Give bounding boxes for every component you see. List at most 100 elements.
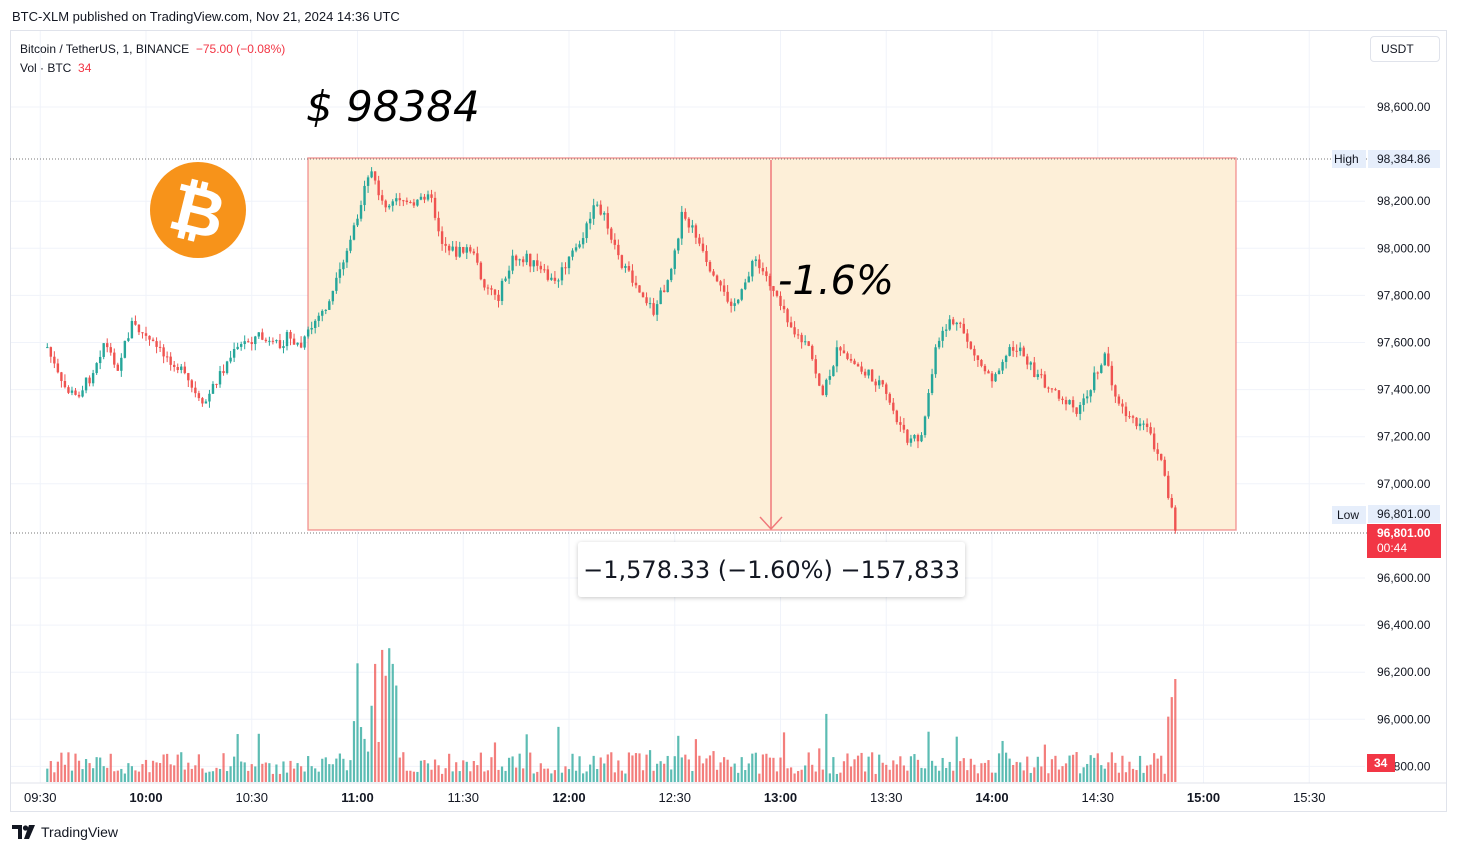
candle-body (194, 387, 197, 394)
currency-button[interactable]: USDT (1370, 36, 1440, 62)
candle-body (941, 330, 944, 341)
volume-bar (666, 755, 669, 782)
volume-bar (923, 768, 927, 782)
volume-bar (1022, 770, 1025, 782)
volume-bar (532, 773, 535, 782)
volume-bar (1103, 768, 1106, 782)
volume-bar (899, 756, 902, 782)
candle-body (134, 321, 137, 325)
legend-volume-label[interactable]: Vol · BTC (20, 61, 72, 75)
volume-bar (518, 753, 521, 782)
volume-bar (60, 752, 63, 782)
time-tick-label: 10:30 (235, 790, 268, 805)
price-tick-label: 97,200.00 (1377, 430, 1431, 444)
candle-body (842, 350, 846, 354)
footer-brand[interactable]: TradingView (12, 824, 118, 840)
volume-bar (451, 771, 454, 782)
candle-body (1138, 423, 1142, 427)
candle-body (916, 435, 920, 442)
volume-bar (525, 734, 528, 782)
volume-bar (254, 766, 257, 782)
candle-body (620, 255, 624, 268)
volume-bar (130, 766, 133, 782)
volume-bar (99, 757, 102, 782)
volume-bar (462, 760, 465, 782)
time-tick-label: 15:00 (1187, 790, 1220, 805)
candle-body (218, 371, 222, 385)
candle-body (867, 369, 870, 376)
time-tick-label: 11:00 (341, 790, 374, 805)
candle-body (976, 355, 980, 360)
volume-bar (282, 761, 285, 782)
volume-bar (1124, 772, 1128, 782)
candle-body (539, 265, 542, 270)
candle-body (106, 343, 109, 348)
volume-bar (183, 769, 186, 782)
candle-body (694, 225, 698, 238)
candle-body (328, 301, 331, 310)
volume-bar (1057, 769, 1061, 782)
volume-bar (303, 771, 306, 782)
candle-body (588, 218, 592, 224)
volume-bar (328, 764, 331, 782)
candle-body (698, 237, 701, 244)
candle-body (271, 340, 275, 342)
volume-bar (976, 773, 979, 782)
volume-bar (81, 769, 84, 782)
candle-body (754, 259, 758, 261)
candle-body (807, 341, 810, 346)
volume-bar (1001, 740, 1004, 782)
volume-bar (1170, 697, 1173, 782)
candle-body (627, 265, 631, 271)
volume-bar (680, 757, 683, 782)
candle-body (927, 393, 930, 417)
volume-bar (204, 772, 208, 782)
volume-bar (106, 767, 109, 782)
time-axis[interactable]: 09:30 10:00 10:30 11:00 11:30 12:00 12:30 13:00… (11, 782, 1446, 805)
candle-body (553, 277, 557, 281)
candle-body (469, 247, 472, 252)
volume-bar (832, 757, 835, 782)
candle-body (1093, 372, 1096, 391)
candle-body (564, 267, 567, 269)
volume-bar (610, 752, 613, 782)
candle-body (560, 267, 564, 281)
volume-bar (648, 750, 652, 782)
candle-body (920, 435, 923, 442)
price-axis[interactable]: 98,600.00 98,200.00 98,000.00 97,800.00 97,6… (1377, 100, 1431, 773)
candle-body (680, 211, 683, 239)
candle-body (282, 346, 285, 349)
volume-bar (345, 770, 349, 782)
volume-bar (409, 770, 412, 782)
candle-body (56, 363, 60, 373)
volume-bar (1128, 761, 1131, 782)
high-label: High (1334, 152, 1359, 166)
volume-bar (846, 753, 849, 782)
time-tick-label: 15:30 (1293, 790, 1326, 805)
volume-bar (67, 752, 70, 782)
volume-bar (500, 766, 504, 782)
legend-symbol[interactable]: Bitcoin / TetherUS, 1, BINANCE (20, 42, 190, 56)
volume-bar (296, 763, 299, 782)
candle-body (384, 200, 387, 208)
volume-bar (818, 748, 821, 782)
candle-body (853, 360, 856, 365)
measure-arrowhead (759, 516, 783, 531)
volume-bar (983, 762, 987, 782)
volume-bar (1146, 765, 1149, 782)
volume-bar (74, 753, 77, 782)
volume-bar (997, 753, 1001, 782)
candle-body (937, 340, 941, 348)
volume-bar (483, 771, 486, 782)
volume-bar (444, 768, 447, 782)
volume-bar (701, 763, 705, 782)
candle-body (289, 332, 292, 339)
time-tick-label: 14:30 (1081, 790, 1114, 805)
candle-body (278, 340, 282, 349)
candle-body (983, 365, 987, 372)
volume-bar (567, 769, 571, 782)
candle-body (395, 198, 398, 202)
volume-bar (606, 754, 609, 782)
volume-bar (1054, 755, 1057, 782)
